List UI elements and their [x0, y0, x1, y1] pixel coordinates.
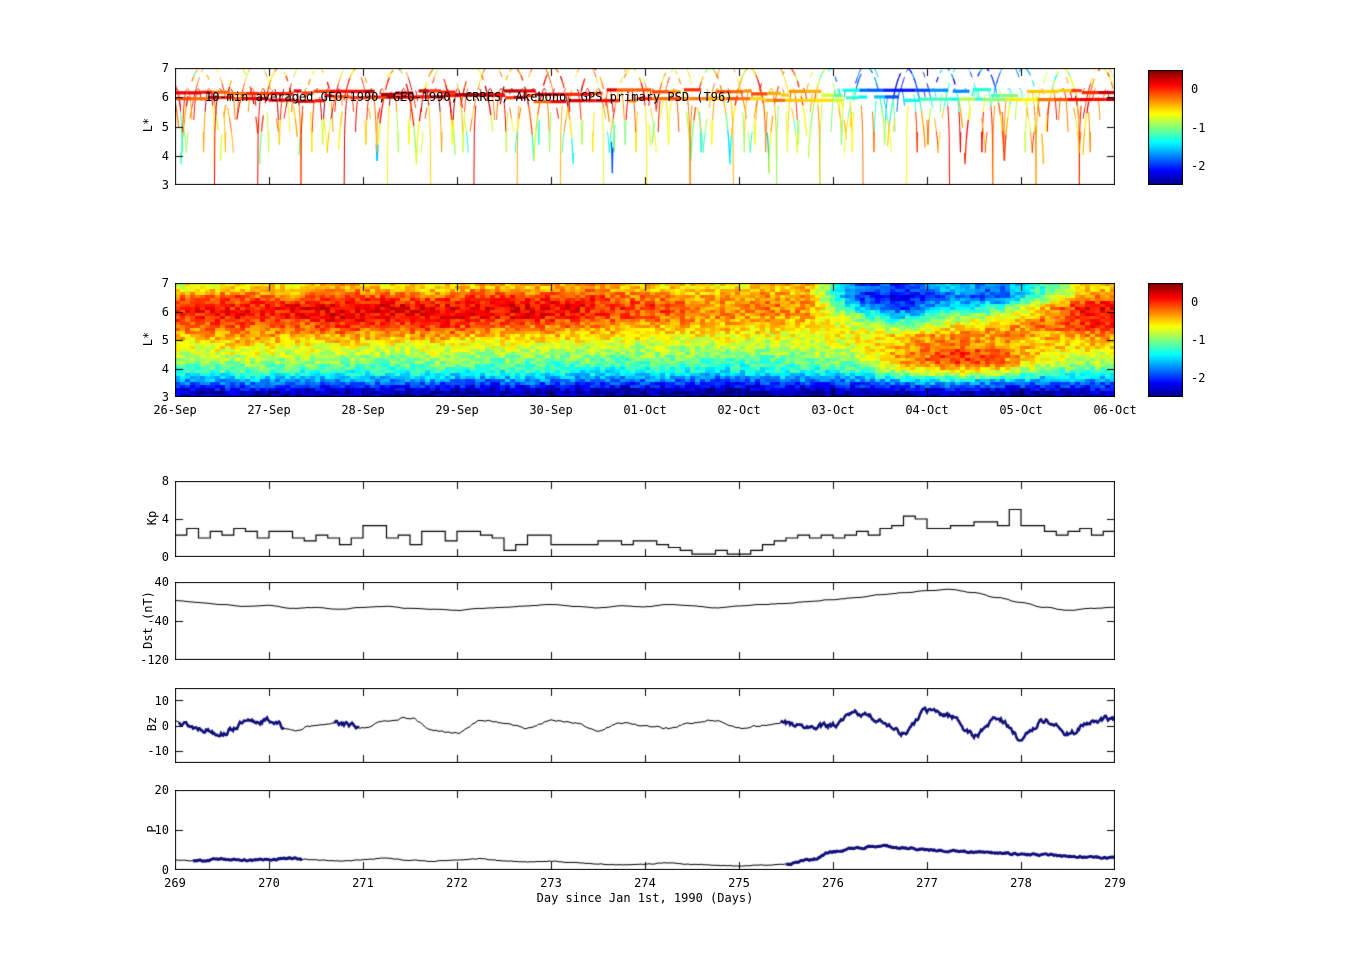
psd-title: 10-min averaged GEO-1990, GEO-1990, CRRE…	[205, 90, 733, 104]
p-canvas	[175, 790, 1115, 870]
date-tick-label: 03-Oct	[811, 403, 855, 417]
day-tick-label: 278	[1010, 876, 1032, 890]
date-tick-label: 27-Sep	[247, 403, 291, 417]
day-tick-label: 270	[258, 876, 280, 890]
colorbar-1	[1148, 70, 1183, 185]
day-tick-label: 272	[446, 876, 468, 890]
dst-ylabel: Dst (nT)	[141, 591, 155, 649]
date-tick-label: 02-Oct	[717, 403, 761, 417]
x-axis-label: Day since Jan 1st, 1990 (Days)	[536, 891, 754, 905]
p-ylabel: P	[145, 825, 159, 833]
day-tick-label: 269	[164, 876, 186, 890]
day-tick-label: 271	[352, 876, 374, 890]
colorbar-tick-label: -1	[1191, 333, 1206, 347]
date-tick-label: 28-Sep	[341, 403, 385, 417]
date-tick-label: 05-Oct	[999, 403, 1043, 417]
colorbar-1-canvas	[1148, 70, 1183, 185]
day-tick-label: 274	[634, 876, 656, 890]
psd-heatmap-canvas	[175, 283, 1115, 397]
colorbar-tick-label: 0	[1191, 295, 1199, 309]
psd-heatmap-panel	[175, 283, 1115, 397]
date-tick-label: 04-Oct	[905, 403, 949, 417]
colorbar-tick-label: -2	[1191, 158, 1206, 173]
dst-canvas	[175, 582, 1115, 660]
colorbar-2-canvas	[1148, 283, 1183, 397]
date-tick-label: 06-Oct	[1093, 403, 1137, 417]
bz-ylabel: Bz	[145, 716, 159, 732]
kp-canvas	[175, 481, 1115, 557]
p-panel	[175, 790, 1115, 870]
bz-panel	[175, 688, 1115, 763]
colorbar-2	[1148, 283, 1183, 397]
day-tick-label: 276	[822, 876, 844, 890]
day-tick-label: 279	[1104, 876, 1126, 890]
day-tick-label: 273	[540, 876, 562, 890]
psd-scatter-panel	[175, 68, 1115, 185]
date-tick-label: 30-Sep	[529, 403, 573, 417]
date-tick-label: 26-Sep	[153, 403, 197, 417]
colorbar-tick-label: 0	[1191, 82, 1199, 97]
psd-scatter-canvas	[175, 68, 1115, 185]
date-tick-label: 01-Oct	[623, 403, 667, 417]
colorbar-tick-label: -1	[1191, 120, 1206, 135]
colorbar-tick-label: -2	[1191, 371, 1206, 385]
psd-scatter-ylabel: L*	[141, 117, 155, 133]
day-tick-label: 275	[728, 876, 750, 890]
psd-heatmap-ylabel: L*	[141, 331, 155, 347]
day-tick-label: 277	[916, 876, 938, 890]
bz-canvas	[175, 688, 1115, 763]
date-tick-label: 29-Sep	[435, 403, 479, 417]
kp-panel	[175, 481, 1115, 557]
dst-panel	[175, 582, 1115, 660]
